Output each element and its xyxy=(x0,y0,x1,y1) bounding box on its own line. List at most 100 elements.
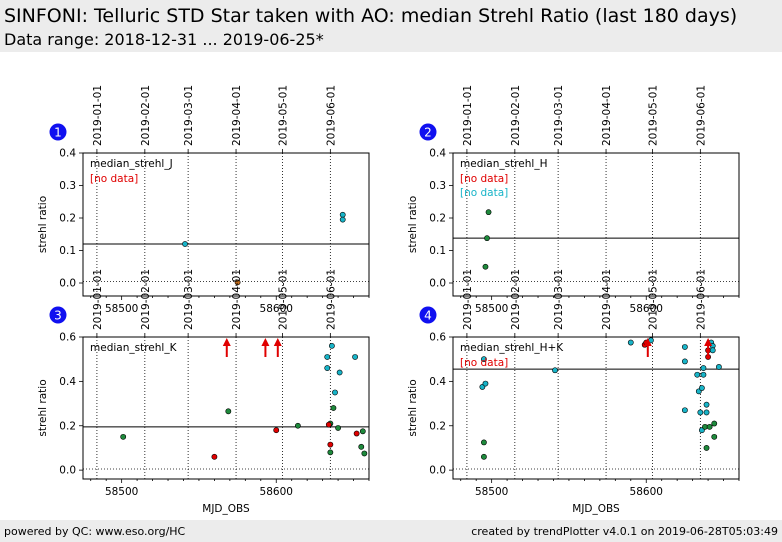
panel-4-date-label: 2019-05-01 xyxy=(647,269,659,330)
panel-1-x-tick-label: 58600 xyxy=(260,303,293,315)
header-bar: SINFONI: Telluric STD Star taken with AO… xyxy=(0,0,782,52)
panel-1-data-point xyxy=(339,216,346,223)
panel-3-y-tick-label: 0.4 xyxy=(59,376,76,388)
panel-3-y-tick-label: 0.6 xyxy=(59,332,76,344)
panel-2-date-label: 2019-04-01 xyxy=(601,85,613,146)
panel-4-frame xyxy=(452,336,740,480)
panel-4-data-point xyxy=(694,371,701,378)
panel-3-y-tick-label: 0.2 xyxy=(59,420,76,432)
panel-4-no-data-note: [no data] xyxy=(460,357,508,369)
footer-powered-by: powered by QC: www.eso.org/HC xyxy=(4,525,186,538)
panel-4-data-point xyxy=(697,409,704,416)
panel-2-frame xyxy=(452,152,740,297)
panel-1-data-point xyxy=(234,279,241,286)
panel-4-y-tick-label: 0.2 xyxy=(429,420,446,432)
panel-4-data-point xyxy=(706,423,713,430)
panel-3-x-axis-label: MJD_OBS xyxy=(202,503,250,515)
panel-2-y-axis-label: strehl ratio xyxy=(407,196,419,253)
panel-2-data-point xyxy=(482,263,489,270)
panel-4-y-axis-label: strehl ratio xyxy=(407,379,419,436)
panel-4-date-label: 2019-01-01 xyxy=(462,269,474,330)
panel-3-data-point xyxy=(211,453,218,460)
panel-3-data-point xyxy=(361,450,368,457)
panel-4-data-point xyxy=(481,439,487,446)
panel-1-y-tick-label: 0.1 xyxy=(59,245,76,257)
panel-3-overflow-arrow-head xyxy=(273,338,282,346)
panel-3-frame xyxy=(82,336,370,480)
panel-1-y-axis-label: strehl ratio xyxy=(37,196,49,253)
panel-4-data-point xyxy=(681,358,688,365)
panel-2-data-point xyxy=(484,235,490,242)
panel-4-data-point xyxy=(698,385,705,391)
panel-3-data-point xyxy=(359,428,366,435)
panel-1-y-tick-label: 0.0 xyxy=(59,278,76,290)
panel-2-no-data-note: [no data] xyxy=(460,173,508,185)
panel-1-date-label: 2019-02-01 xyxy=(140,85,152,146)
panel-4-y-tick-label: 0.4 xyxy=(429,376,446,388)
panel-4-overflow-arrow-head xyxy=(643,338,652,346)
panel-1-number-badge xyxy=(49,123,67,141)
panel-4-y-tick-label: 0.0 xyxy=(429,465,446,477)
panel-4-data-point xyxy=(703,401,710,408)
panel-1-data-point xyxy=(182,241,188,247)
footer-bar: powered by QC: www.eso.org/HC created by… xyxy=(0,520,782,542)
panel-3-data-point xyxy=(324,354,331,360)
panel-3-date-label: 2019-06-01 xyxy=(325,269,337,330)
panel-3-data-point xyxy=(327,449,334,456)
panel-3-data-point xyxy=(273,427,280,434)
panel-1-y-tick-label: 0.3 xyxy=(59,180,76,192)
panel-3-x-tick-label: 58600 xyxy=(260,486,293,498)
footer-created-by: created by trendPlotter v4.0.1 on 2019-0… xyxy=(471,525,778,538)
panel-3-data-point xyxy=(120,433,127,440)
panel-1-data-point xyxy=(339,211,346,218)
panel-4-date-label: 2019-04-01 xyxy=(601,269,613,330)
panel-2-number-badge-label: 2 xyxy=(424,126,432,140)
panel-3-number-badge-label: 3 xyxy=(54,309,62,323)
panel-1-series-label: median_strehl_J xyxy=(90,158,173,170)
panel-3-y-axis-label: strehl ratio xyxy=(37,379,49,436)
panel-2-x-tick-label: 58500 xyxy=(475,303,508,315)
panel-2-date-label: 2019-05-01 xyxy=(647,85,659,146)
panel-1-date-label: 2019-01-01 xyxy=(92,85,104,146)
panel-3-overflow-arrow-head xyxy=(222,338,231,346)
panel-2-data-point xyxy=(485,209,492,216)
panel-4-date-label: 2019-03-01 xyxy=(553,269,565,330)
panel-3-data-point xyxy=(352,354,358,360)
panel-4-data-point xyxy=(552,367,558,374)
panel-1-no-data-note: [no data] xyxy=(90,173,138,185)
panel-3-data-point xyxy=(225,408,232,415)
panel-3-x-tick-label: 58500 xyxy=(105,486,138,498)
panel-4-data-point xyxy=(482,380,489,387)
panel-4-data-point xyxy=(711,433,718,440)
panel-4-data-point xyxy=(681,407,688,414)
panel-4-x-tick-label: 58500 xyxy=(475,486,508,498)
panel-4-data-point xyxy=(711,420,718,427)
panel-1-date-label: 2019-03-01 xyxy=(183,85,195,146)
panel-3-data-point xyxy=(353,430,360,437)
panel-1-date-label: 2019-05-01 xyxy=(277,85,289,146)
panel-3-data-point xyxy=(328,342,335,349)
panel-4-data-point xyxy=(681,344,688,350)
panel-4-data-point xyxy=(703,409,710,416)
panel-3-y-tick-label: 0.0 xyxy=(59,465,76,477)
panel-4-data-point xyxy=(716,364,722,370)
panel-4-x-tick-label: 58600 xyxy=(630,486,663,498)
panel-1-number-badge-label: 1 xyxy=(54,126,62,140)
page-title: SINFONI: Telluric STD Star taken with AO… xyxy=(4,5,738,27)
panel-4-number-badge-label: 4 xyxy=(424,309,432,323)
panel-4-series-label: median_strehl_H+K xyxy=(460,342,564,354)
panel-4-data-point xyxy=(703,445,710,451)
panel-2-y-tick-label: 0.1 xyxy=(429,245,446,257)
panel-4-data-point xyxy=(709,347,716,354)
panel-1-date-label: 2019-04-01 xyxy=(231,85,243,146)
panel-1-date-label: 2019-06-01 xyxy=(325,85,337,146)
panel-4-number-badge xyxy=(419,306,437,324)
panel-4-data-point xyxy=(700,371,707,378)
panel-2-x-tick-label: 58600 xyxy=(630,303,663,315)
panel-4-date-label: 2019-02-01 xyxy=(510,269,522,330)
data-range-subtitle: Data range: 2018-12-31 ... 2019-06-25* xyxy=(4,30,324,49)
panel-2-y-tick-label: 0.2 xyxy=(429,213,446,225)
panel-1-y-tick-label: 0.4 xyxy=(59,148,76,160)
panel-3-data-point xyxy=(332,389,338,396)
panel-3-date-label: 2019-02-01 xyxy=(140,269,152,330)
